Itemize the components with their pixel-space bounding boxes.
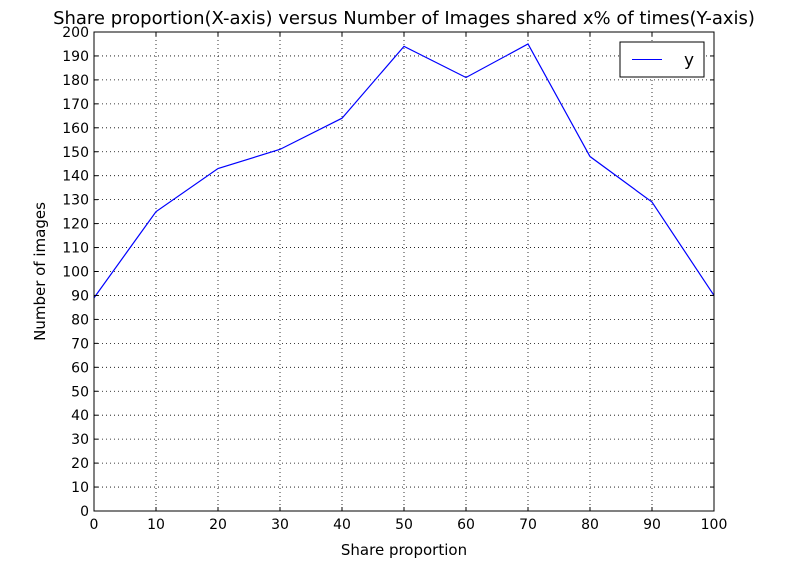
y-tick-label: 140: [62, 169, 89, 185]
x-tick-labels: 0 10 20 30 40 50 60 70 80 90 100: [90, 517, 728, 533]
y-tick-labels: 0 10 20 30 40 50 60 70 80 90 100 110 120 130 140 150 160…: [62, 25, 89, 520]
x-tick-label: 0: [90, 517, 99, 533]
y-tick-label: 80: [71, 312, 89, 328]
x-tick-label: 80: [581, 517, 599, 533]
x-tick-label: 50: [395, 517, 413, 533]
x-tick-label: 60: [457, 517, 475, 533]
x-tick-label: 90: [643, 517, 661, 533]
y-tick-label: 50: [71, 384, 89, 400]
y-tick-label: 150: [62, 145, 89, 161]
y-tick-label: 110: [62, 241, 89, 257]
legend-label-y: y: [684, 51, 694, 71]
y-tick-label: 40: [71, 408, 89, 424]
y-tick-label: 200: [62, 25, 89, 41]
y-tick-label: 190: [62, 49, 89, 65]
y-tick-label: 120: [62, 217, 89, 233]
y-tick-label: 0: [80, 504, 89, 520]
chart-title: Share proportion(X-axis) versus Number o…: [53, 8, 755, 29]
x-tick-label: 100: [701, 517, 728, 533]
axis-ticks: [93, 31, 715, 512]
y-axis-label: Number of images: [31, 202, 49, 341]
y-tick-label: 60: [71, 360, 89, 376]
y-tick-label: 180: [62, 73, 89, 89]
x-axis-label: Share proportion: [341, 541, 467, 559]
series-line-y: [93, 43, 715, 299]
legend: y: [619, 41, 705, 78]
y-tick-label: 90: [71, 288, 89, 304]
x-tick-label: 40: [333, 517, 351, 533]
y-tick-label: 100: [62, 265, 89, 281]
x-tick-label: 70: [519, 517, 537, 533]
x-tick-label: 30: [271, 517, 289, 533]
y-tick-label: 10: [71, 480, 89, 496]
y-tick-label: 170: [62, 97, 89, 113]
y-tick-label: 160: [62, 121, 89, 137]
series-layer: [93, 43, 715, 299]
x-tick-label: 10: [147, 517, 165, 533]
grid-lines: [93, 31, 715, 512]
y-tick-label: 20: [71, 456, 89, 472]
y-tick-label: 130: [62, 193, 89, 209]
x-tick-label: 20: [209, 517, 227, 533]
y-tick-label: 70: [71, 336, 89, 352]
y-tick-label: 30: [71, 432, 89, 448]
